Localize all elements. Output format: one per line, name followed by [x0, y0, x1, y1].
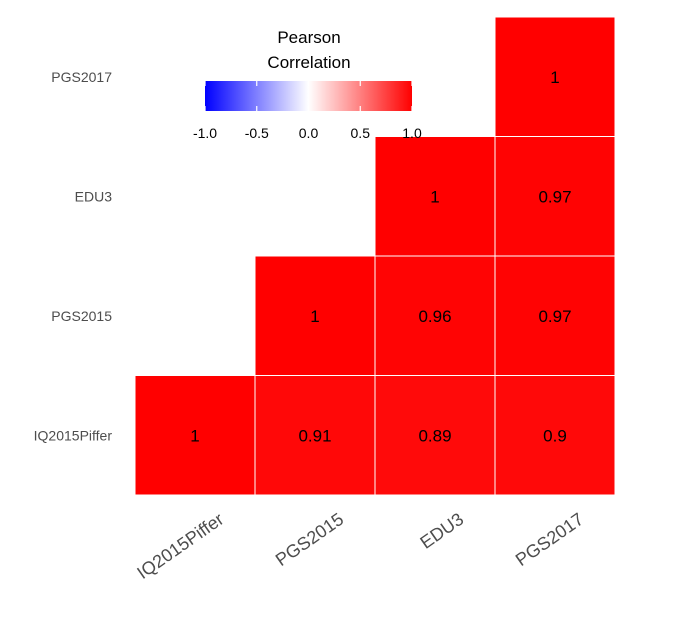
cell-value-label: 1	[430, 187, 439, 206]
heatmap-cell	[254, 375, 376, 496]
cell-value-label: 1	[190, 426, 199, 445]
legend-title-line1: Pearson	[277, 28, 340, 47]
heatmap-cell	[374, 255, 496, 376]
heatmap-cell	[254, 255, 376, 376]
legend-tick-label: 1.0	[402, 125, 422, 141]
heatmap-cell	[374, 136, 496, 257]
legend-title-line2: Correlation	[267, 53, 350, 72]
y-tick-label: EDU3	[75, 188, 113, 204]
y-tick-label: PGS2015	[51, 308, 112, 324]
heatmap-cell	[494, 136, 616, 257]
x-tick-label: PGS2017	[512, 509, 587, 570]
x-tick-label: IQ2015Piffer	[133, 509, 227, 583]
cell-value-label: 1	[550, 68, 559, 87]
legend-ticks: -1.0 -0.5 0.0 0.5 1.0	[193, 81, 422, 141]
cell-value-label: 0.9	[543, 426, 567, 445]
cell-value-label: 0.89	[418, 426, 451, 445]
y-axis-labels: IQ2015Piffer PGS2015 EDU3 PGS2017	[34, 69, 113, 444]
x-tick-label: PGS2015	[272, 509, 347, 570]
heatmap-cell	[494, 375, 616, 496]
legend-tick-label: -1.0	[193, 125, 217, 141]
cell-value-label: 1	[310, 307, 319, 326]
x-axis-labels: IQ2015Piffer PGS2015 EDU3 PGS2017	[133, 509, 587, 583]
cell-value-label: 0.96	[418, 307, 451, 326]
legend-tick-label: 0.5	[351, 125, 371, 141]
y-tick-label: PGS2017	[51, 69, 112, 85]
heatmap-cell	[494, 16, 616, 137]
x-tick-label: EDU3	[416, 509, 467, 553]
heatmap-cell	[374, 375, 496, 496]
color-legend: Pearson Correlation -1.0 -0.5 0.0 0.5 1.0	[193, 28, 422, 141]
legend-tick-label: 0.0	[299, 125, 319, 141]
cell-value-label: 0.97	[538, 187, 571, 206]
y-tick-label: IQ2015Piffer	[34, 427, 113, 443]
legend-tick-label: -0.5	[245, 125, 269, 141]
heatmap-cell	[134, 375, 256, 496]
cell-value-label: 0.97	[538, 307, 571, 326]
heatmap-cell	[494, 255, 616, 376]
heatmap-cells: 1 0.91 0.89 0.91 0.96 0.971 0.971	[134, 16, 616, 496]
cell-value-label: 0.91	[298, 426, 331, 445]
